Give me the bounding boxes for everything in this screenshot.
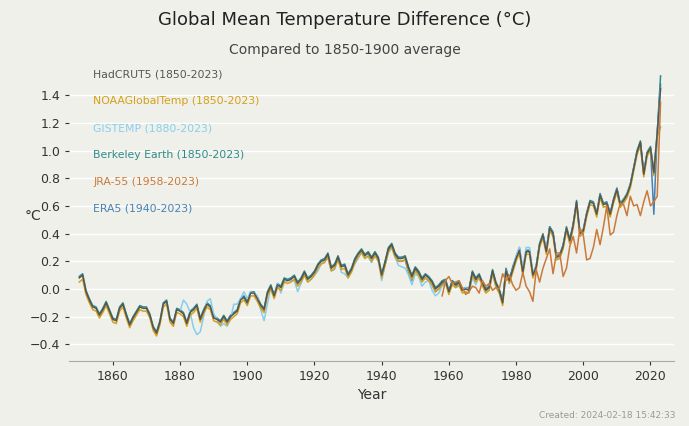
X-axis label: Year: Year	[357, 389, 387, 403]
NOAAGlobalTemp (1850-2023)	[462, 289, 470, 294]
Berkeley Earth (1850-2023)	[82, 288, 90, 293]
HadCRUT5 (1850-2023)	[75, 275, 83, 280]
JRA-55 (1958-2023)	[657, 100, 665, 105]
Text: ERA5 (1940-2023): ERA5 (1940-2023)	[93, 204, 192, 214]
Text: Created: 2024-02-18 15:42:33: Created: 2024-02-18 15:42:33	[539, 411, 675, 420]
ERA5 (1940-2023)	[606, 212, 615, 217]
Berkeley Earth (1850-2023)	[657, 73, 665, 78]
ERA5 (1940-2023)	[381, 262, 389, 267]
NOAAGlobalTemp (1850-2023)	[99, 310, 107, 315]
Text: Global Mean Temperature Difference (°C): Global Mean Temperature Difference (°C)	[158, 11, 531, 29]
GISTEMP (1880-2023)	[566, 241, 574, 246]
GISTEMP (1880-2023)	[522, 245, 531, 250]
Berkeley Earth (1850-2023)	[391, 250, 399, 256]
NOAAGlobalTemp (1850-2023)	[82, 292, 90, 297]
Berkeley Earth (1850-2023)	[99, 306, 107, 311]
JRA-55 (1958-2023)	[535, 279, 544, 285]
Line: JRA-55 (1958-2023): JRA-55 (1958-2023)	[442, 102, 661, 302]
Text: Berkeley Earth (1850-2023): Berkeley Earth (1850-2023)	[93, 150, 245, 160]
ERA5 (1940-2023)	[519, 270, 527, 275]
Line: Berkeley Earth (1850-2023): Berkeley Earth (1850-2023)	[79, 76, 661, 332]
Line: HadCRUT5 (1850-2023): HadCRUT5 (1850-2023)	[79, 88, 661, 333]
GISTEMP (1880-2023)	[193, 332, 201, 337]
HadCRUT5 (1850-2023)	[508, 267, 517, 272]
HadCRUT5 (1850-2023)	[99, 307, 107, 312]
GISTEMP (1880-2023)	[327, 268, 336, 273]
Text: Compared to 1850-1900 average: Compared to 1850-1900 average	[229, 43, 460, 57]
Berkeley Earth (1850-2023)	[508, 266, 517, 271]
Text: HadCRUT5 (1850-2023): HadCRUT5 (1850-2023)	[93, 69, 223, 80]
Text: GISTEMP (1880-2023): GISTEMP (1880-2023)	[93, 123, 212, 133]
ERA5 (1940-2023)	[593, 212, 601, 217]
HadCRUT5 (1850-2023)	[152, 331, 161, 336]
JRA-55 (1958-2023)	[492, 285, 500, 290]
Line: ERA5 (1940-2023): ERA5 (1940-2023)	[382, 84, 661, 302]
GISTEMP (1880-2023)	[213, 317, 221, 322]
HadCRUT5 (1850-2023)	[462, 286, 470, 291]
ERA5 (1940-2023)	[657, 82, 665, 87]
Berkeley Earth (1850-2023)	[462, 285, 470, 290]
Line: GISTEMP (1880-2023): GISTEMP (1880-2023)	[180, 88, 661, 334]
JRA-55 (1958-2023)	[613, 213, 621, 218]
NOAAGlobalTemp (1850-2023)	[136, 307, 144, 312]
JRA-55 (1958-2023)	[505, 273, 513, 278]
HadCRUT5 (1850-2023)	[136, 305, 144, 310]
JRA-55 (1958-2023)	[455, 278, 463, 283]
Berkeley Earth (1850-2023)	[152, 329, 161, 334]
Line: NOAAGlobalTemp (1850-2023): NOAAGlobalTemp (1850-2023)	[79, 127, 661, 336]
Berkeley Earth (1850-2023)	[136, 303, 144, 308]
ERA5 (1940-2023)	[505, 278, 513, 283]
Berkeley Earth (1850-2023)	[75, 274, 83, 279]
ERA5 (1940-2023)	[499, 299, 507, 304]
ERA5 (1940-2023)	[378, 274, 386, 279]
Y-axis label: °C: °C	[25, 209, 41, 223]
Text: JRA-55 (1958-2023): JRA-55 (1958-2023)	[93, 177, 199, 187]
HadCRUT5 (1850-2023)	[657, 86, 665, 91]
GISTEMP (1880-2023)	[573, 202, 581, 207]
GISTEMP (1880-2023)	[657, 86, 665, 91]
HadCRUT5 (1850-2023)	[82, 289, 90, 294]
NOAAGlobalTemp (1850-2023)	[657, 124, 665, 130]
NOAAGlobalTemp (1850-2023)	[152, 334, 161, 339]
GISTEMP (1880-2023)	[250, 291, 258, 296]
ERA5 (1940-2023)	[394, 259, 402, 264]
NOAAGlobalTemp (1850-2023)	[508, 270, 517, 275]
GISTEMP (1880-2023)	[176, 308, 184, 314]
JRA-55 (1958-2023)	[643, 188, 651, 193]
NOAAGlobalTemp (1850-2023)	[75, 279, 83, 285]
HadCRUT5 (1850-2023)	[391, 252, 399, 257]
JRA-55 (1958-2023)	[528, 299, 537, 304]
Text: NOAAGlobalTemp (1850-2023): NOAAGlobalTemp (1850-2023)	[93, 96, 259, 106]
NOAAGlobalTemp (1850-2023)	[391, 255, 399, 260]
JRA-55 (1958-2023)	[438, 294, 446, 299]
